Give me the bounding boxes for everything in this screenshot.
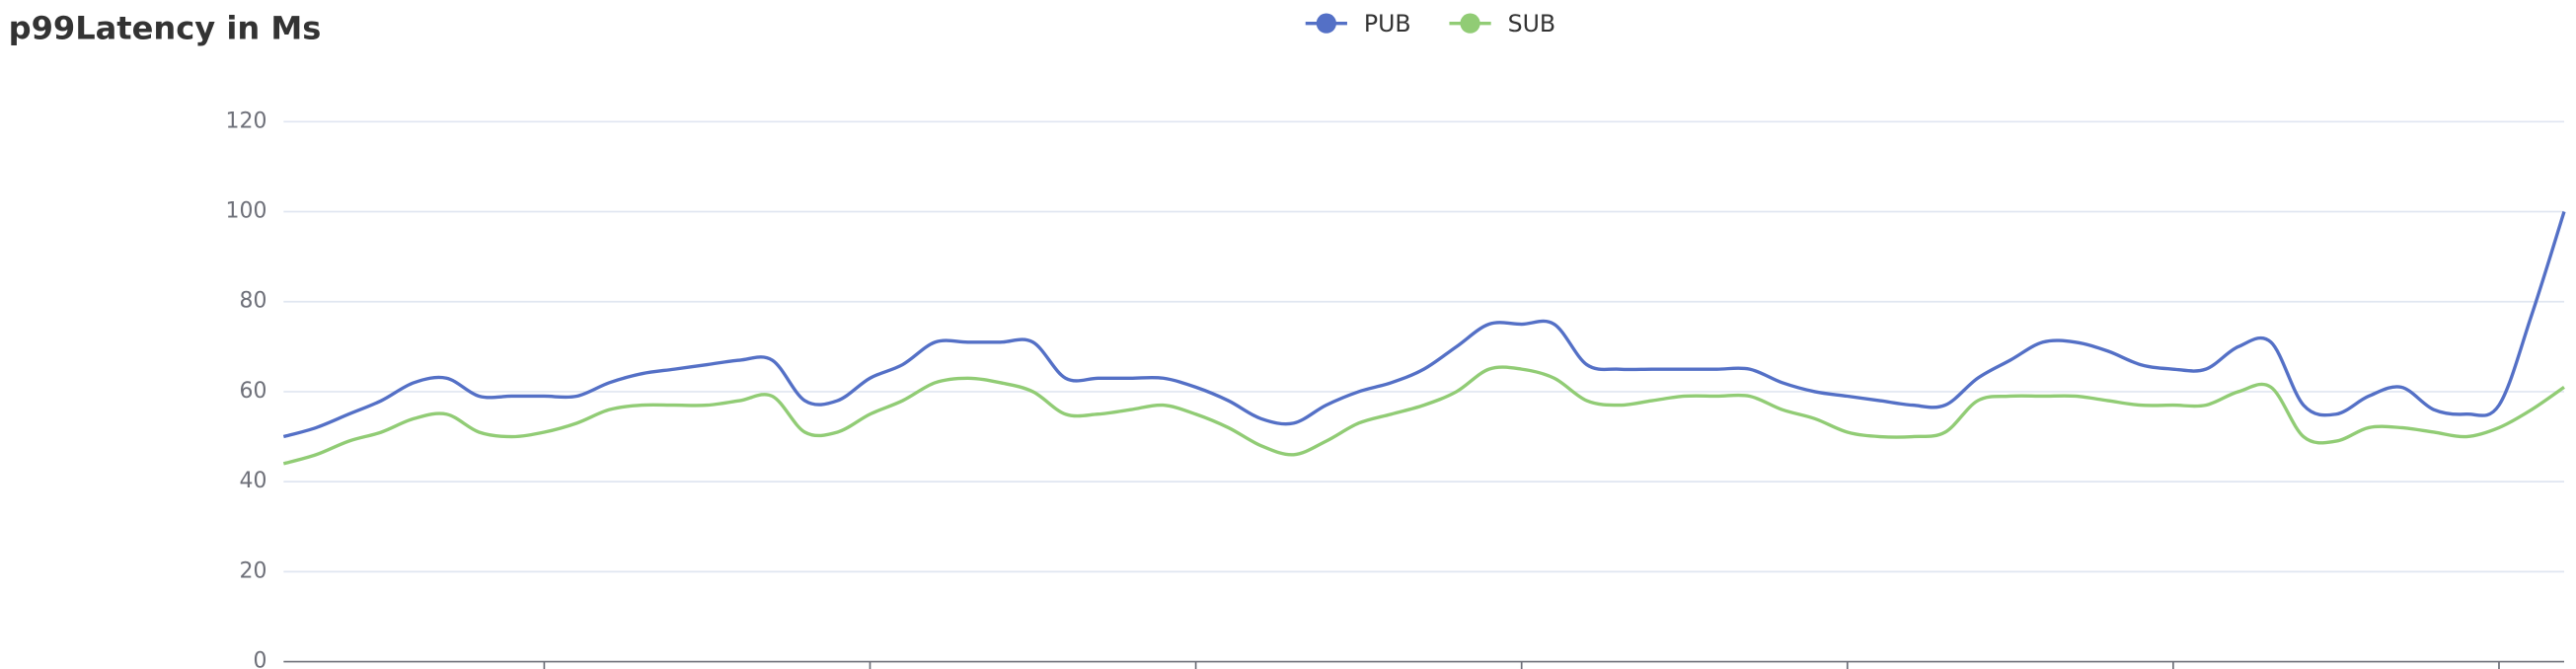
y-tick-label: 40 [240,469,267,493]
y-tick-label: 60 [240,379,267,404]
legend-label: SUB [1508,10,1556,37]
y-tick-label: 100 [226,199,267,224]
legend-item: PUB [1305,10,1411,37]
line-series [282,211,2566,439]
legend-item: SUB [1449,10,1555,37]
legend-marker [1316,13,1336,34]
line-series [282,365,2565,466]
y-tick-label: 120 [226,109,267,133]
legend-label: PUB [1364,10,1411,37]
y-tick-label: 80 [240,289,267,314]
y-tick-label: 20 [240,558,267,583]
chart-title: p99Latency in Ms [9,9,322,46]
y-tick-label: 0 [253,649,266,669]
legend-marker [1460,13,1480,34]
